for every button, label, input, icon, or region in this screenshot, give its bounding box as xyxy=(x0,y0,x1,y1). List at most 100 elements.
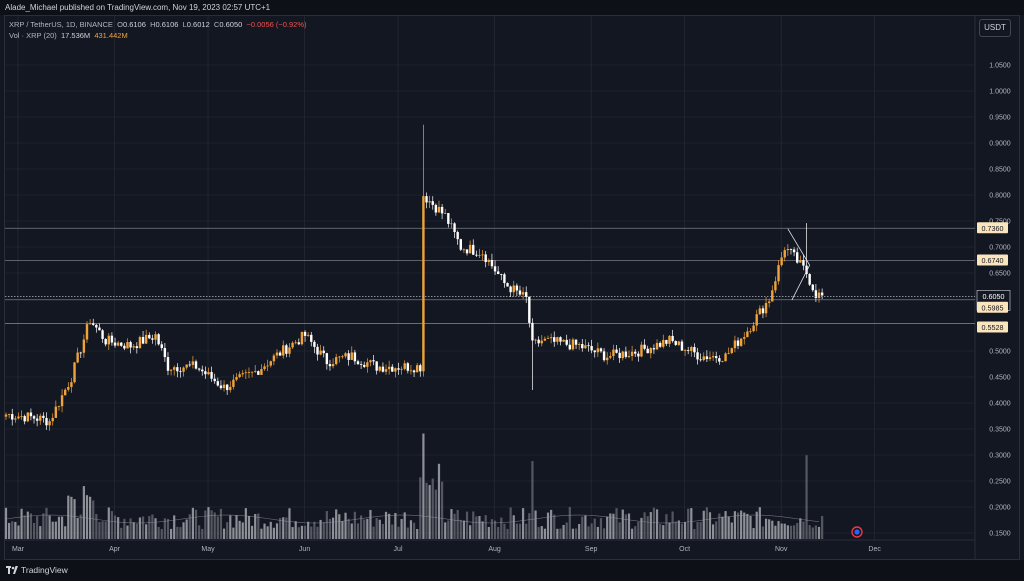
candle-body xyxy=(272,355,276,362)
candle-body xyxy=(587,345,590,347)
volume-bar xyxy=(680,523,684,539)
candle-body xyxy=(590,346,593,351)
candle-body xyxy=(98,327,101,331)
volume-bar xyxy=(422,433,425,539)
volume-bar xyxy=(805,455,808,539)
volume-bar xyxy=(780,523,783,539)
open-label: O xyxy=(117,20,123,29)
volume-bar xyxy=(350,523,353,539)
volume-bar xyxy=(391,524,394,539)
volume-bar xyxy=(621,509,624,539)
candle-body xyxy=(201,369,204,372)
candle-body xyxy=(584,345,587,349)
candle-body xyxy=(291,342,294,348)
volume-bar xyxy=(677,520,680,539)
candle-body xyxy=(79,352,82,354)
candle-body xyxy=(599,348,603,352)
y-tick-label: 0.4000 xyxy=(989,401,1011,408)
volume-bar xyxy=(437,463,441,539)
volume-bar xyxy=(509,507,512,539)
volume-bar xyxy=(79,514,82,539)
volume-label[interactable]: Vol · XRP (20) xyxy=(9,31,57,40)
candle-body xyxy=(300,331,304,345)
candle-body xyxy=(646,348,649,354)
candle-body xyxy=(724,353,727,362)
candle-body xyxy=(250,371,254,373)
volume-bar xyxy=(792,525,796,539)
candle-body xyxy=(419,365,422,372)
volume-bar xyxy=(796,522,799,539)
candle-body xyxy=(113,342,117,346)
volume-bar xyxy=(419,477,422,539)
candle-body xyxy=(375,361,378,371)
candle-body xyxy=(711,356,715,358)
volume-bar xyxy=(441,481,444,539)
candle-body xyxy=(472,244,475,255)
volume-bar xyxy=(294,521,297,539)
volume-bar xyxy=(531,461,534,539)
candle-body xyxy=(306,334,310,336)
volume-bar xyxy=(602,528,606,539)
candle-body xyxy=(437,206,441,213)
candle-body xyxy=(138,337,142,349)
candle-body xyxy=(459,239,462,250)
candle-body xyxy=(562,339,565,342)
candle-body xyxy=(453,223,456,233)
volume-bar xyxy=(634,526,637,539)
candle-body xyxy=(690,347,693,351)
candle-body xyxy=(671,335,674,342)
volume-bar xyxy=(23,515,26,539)
candle-body xyxy=(525,292,528,297)
volume-bar xyxy=(606,516,609,539)
volume-bar xyxy=(344,512,347,539)
candle-body xyxy=(26,412,30,422)
volume-bar xyxy=(631,528,634,539)
candle-body xyxy=(478,255,481,256)
currency-button[interactable]: USDT xyxy=(979,19,1011,37)
candle-body xyxy=(151,338,154,340)
volume-bar xyxy=(534,510,537,539)
volume-bar xyxy=(36,516,39,539)
volume-bar xyxy=(300,525,304,539)
volume-bar xyxy=(319,519,322,539)
x-tick-label: May xyxy=(201,546,215,553)
y-tick-label: 0.9500 xyxy=(989,115,1011,122)
volume-bar xyxy=(42,513,45,539)
volume-bar xyxy=(213,512,216,539)
volume-bar xyxy=(484,515,487,539)
candle-body xyxy=(372,360,375,362)
candle-body xyxy=(48,421,51,426)
volume-bar xyxy=(191,507,194,539)
volume-bar xyxy=(462,520,466,539)
candle-body xyxy=(705,356,709,360)
volume-bar xyxy=(356,523,360,539)
volume-ma-line xyxy=(5,514,820,524)
candle-body xyxy=(415,365,419,373)
volume-bar xyxy=(48,515,51,539)
candle-body xyxy=(468,244,472,254)
volume-bar xyxy=(406,527,409,539)
low-value: 0.6012 xyxy=(186,20,210,29)
volume-bar xyxy=(67,495,70,539)
candle-body xyxy=(761,308,765,314)
symbol-label[interactable]: XRP / TetherUS, 1D, BINANCE xyxy=(9,20,113,29)
volume-bar xyxy=(696,522,699,539)
volume-bar xyxy=(45,507,48,539)
candle-body xyxy=(129,342,132,348)
volume-bar xyxy=(733,511,737,539)
candle-body xyxy=(412,370,416,373)
candle-body xyxy=(506,283,509,287)
volume-bar xyxy=(113,515,117,539)
volume-bar xyxy=(821,516,824,539)
volume-bar xyxy=(76,517,79,539)
volume-bar xyxy=(26,511,29,539)
candle-body xyxy=(197,368,201,370)
candle-body xyxy=(475,254,478,256)
candle-body xyxy=(814,290,818,298)
candle-body xyxy=(363,364,366,367)
volume-bar xyxy=(412,522,416,539)
candle-body xyxy=(627,355,631,357)
chart-frame xyxy=(4,15,1020,560)
tradingview-brand[interactable]: TradingView xyxy=(21,565,68,575)
